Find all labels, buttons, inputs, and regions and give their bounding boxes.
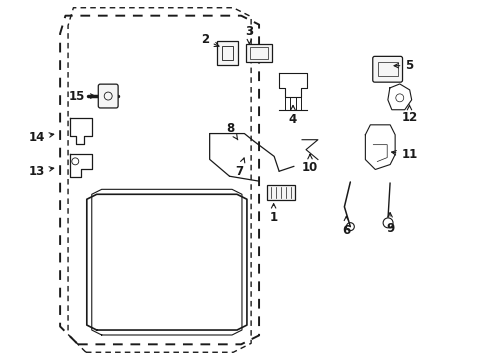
Text: 10: 10 [301,154,318,174]
Text: 3: 3 [245,25,253,44]
Bar [216,41,238,65]
Text: 4: 4 [288,105,297,126]
FancyBboxPatch shape [98,84,118,108]
Bar [250,47,267,59]
Bar [245,44,271,62]
FancyBboxPatch shape [372,57,402,82]
Text: 7: 7 [235,158,244,177]
Bar [266,185,294,201]
Text: 11: 11 [391,148,417,162]
Text: 2: 2 [200,33,219,46]
Text: 1: 1 [269,204,277,224]
Text: 5: 5 [393,59,413,72]
Text: 12: 12 [401,105,417,124]
Bar [221,46,233,60]
Text: 15: 15 [69,90,95,103]
Text: 14: 14 [29,131,54,144]
Text: 9: 9 [385,213,393,235]
Text: 13: 13 [29,165,54,177]
Text: 8: 8 [225,122,237,140]
Text: 6: 6 [342,216,350,237]
Bar [377,62,397,76]
